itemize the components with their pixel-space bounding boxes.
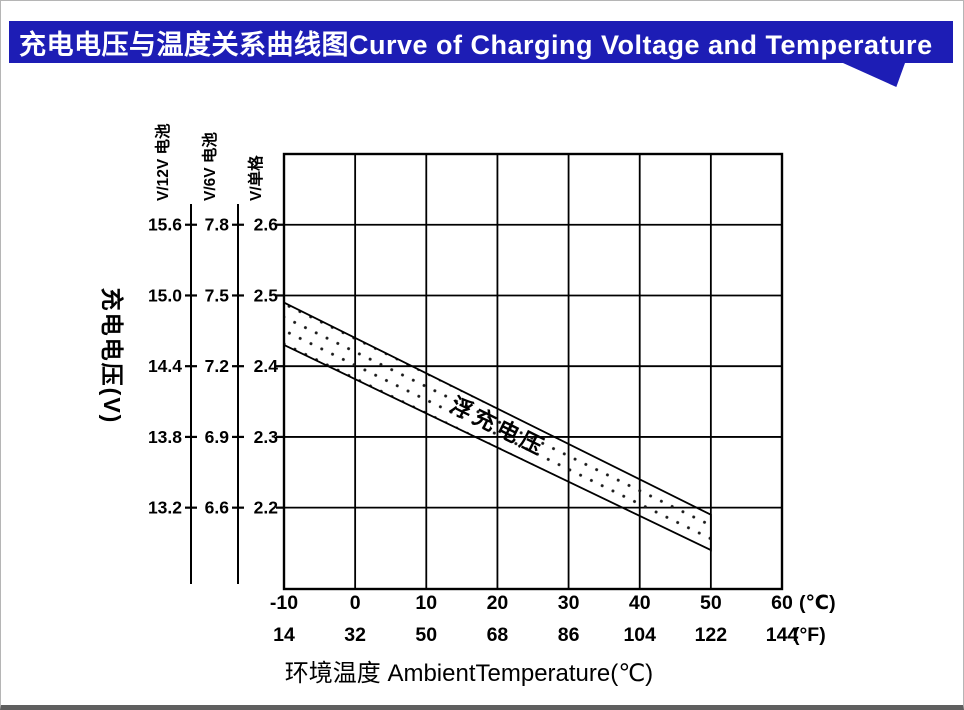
- y-tick-label: 2.2: [254, 498, 279, 518]
- x-tick-fahrenheit: 50: [415, 624, 437, 646]
- y-scale-caption: V/6V 电池: [200, 132, 219, 201]
- title-banner: 充电电压与温度关系曲线图Curve of Charging Voltage an…: [9, 21, 953, 87]
- y-tick-label: 2.5: [254, 285, 279, 305]
- y-tick-label: 7.8: [205, 215, 230, 235]
- y-tick-label: 2.4: [254, 356, 279, 376]
- x-tick-celsius: 20: [487, 592, 509, 614]
- x-tick-fahrenheit: 68: [487, 624, 509, 646]
- y-tick-label: 6.6: [205, 498, 230, 518]
- x-tick-celsius: 60: [771, 592, 793, 614]
- x-tick-celsius: 30: [558, 592, 580, 614]
- x-tick-celsius: 10: [415, 592, 437, 614]
- y-axis-0: 15.6 15.0 14.4 13.8 13.2 V/12V 电池: [148, 123, 197, 584]
- float-voltage-band: [283, 301, 712, 552]
- y-tick-label: 15.0: [148, 285, 182, 305]
- x-tick-celsius: 0: [350, 592, 361, 614]
- x-unit-celsius: (℃): [799, 592, 836, 614]
- y-axis-2: 2.6 2.5 2.4 2.3 2.2 V/单格: [246, 155, 284, 518]
- y-tick-label: 13.2: [148, 498, 182, 518]
- y-tick-label: 14.4: [148, 356, 182, 376]
- x-tick-fahrenheit: 104: [623, 624, 656, 646]
- x-tick-fahrenheit: 32: [344, 624, 366, 646]
- y-axis-title: 充电电压(V): [99, 288, 125, 425]
- plot-grid: [282, 152, 784, 591]
- y-tick-label: 15.6: [148, 215, 182, 235]
- y-scale-caption: V/单格: [246, 155, 265, 201]
- page-title: 充电电压与温度关系曲线图Curve of Charging Voltage an…: [19, 29, 933, 60]
- x-tick-fahrenheit: 122: [695, 624, 728, 646]
- y-axis-1: 7.8 7.5 7.2 6.9 6.6 V/6V 电池: [200, 132, 244, 584]
- x-unit-fahrenheit: (°F): [793, 624, 826, 646]
- y-tick-label: 2.6: [254, 215, 279, 235]
- x-tick-fahrenheit: 86: [558, 624, 580, 646]
- y-scale-caption: V/12V 电池: [153, 123, 172, 201]
- x-tick-fahrenheit: 144: [766, 624, 799, 646]
- y-tick-label: 2.3: [254, 427, 279, 447]
- x-tick-celsius: 40: [629, 592, 651, 614]
- x-tick-celsius: -10: [270, 592, 298, 614]
- x-tick-fahrenheit: 14: [273, 624, 295, 646]
- y-tick-label: 6.9: [205, 427, 230, 447]
- x-axis-title: 环境温度 AmbientTemperature(℃): [285, 660, 653, 687]
- x-axis-labels: -10 0 10 20 30 40 50 60 (℃) 14 32 50 68 86 104 122 144(°…: [270, 592, 836, 646]
- y-tick-label: 7.5: [205, 285, 230, 305]
- y-tick-label: 13.8: [148, 427, 182, 447]
- y-tick-label: 7.2: [205, 356, 230, 376]
- x-tick-celsius: 50: [700, 592, 722, 614]
